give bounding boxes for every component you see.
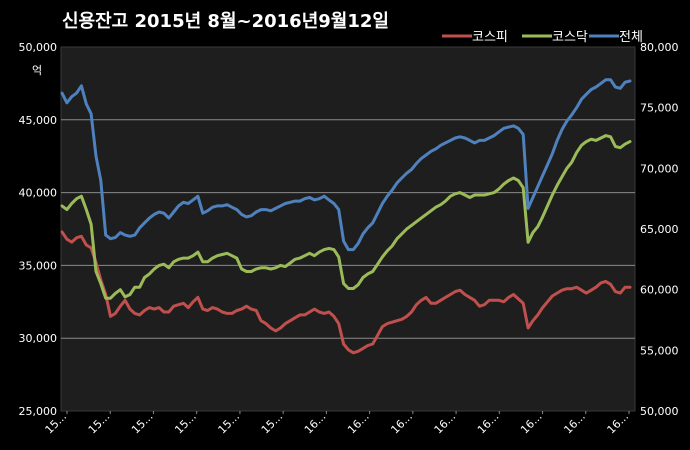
x-tick-label: 16... — [518, 410, 545, 437]
y-left-tick-label: 45,000 — [19, 114, 58, 127]
series-lines — [60, 78, 632, 355]
legend-label: 코스닥 — [552, 30, 588, 45]
x-tick-label: 16... — [561, 410, 588, 437]
plot-area — [60, 46, 636, 412]
y-right-tick-label: 55,000 — [640, 344, 679, 357]
series-line-전체 — [60, 78, 632, 252]
series-line-코스피 — [60, 230, 632, 355]
x-tick-label: 16... — [605, 410, 632, 437]
x-tick-label: 16... — [345, 410, 372, 437]
legend-label: 전체 — [619, 30, 643, 45]
y-right-tick-label: 60,000 — [640, 284, 679, 297]
y-left-tick-label: 35,000 — [19, 259, 58, 272]
x-tick-label: 15... — [86, 410, 113, 437]
x-tick-label: 15... — [129, 410, 156, 437]
y-right-tick-label: 50,000 — [640, 405, 679, 418]
y-right-tick-label: 80,000 — [640, 41, 679, 54]
legend: 코스피 코스닥 전체 — [442, 30, 643, 45]
left-axis-unit: 억 — [32, 64, 42, 77]
y-left-tick-label: 50,000 — [19, 41, 58, 54]
y-right-tick-label: 65,000 — [640, 223, 679, 236]
x-tick-label: 15... — [216, 410, 243, 437]
x-tick-label: 15... — [259, 410, 286, 437]
x-tick-label: 16... — [432, 410, 459, 437]
y-left-tick-label: 40,000 — [19, 187, 58, 200]
x-axis: 15... 15... 15... 15... 15... 15... 16... 16...… — [43, 410, 632, 437]
legend-label: 코스피 — [472, 30, 508, 45]
series-line-코스닥 — [60, 134, 632, 300]
y-left-tick-label: 25,000 — [19, 405, 58, 418]
y-left-tick-label: 30,000 — [19, 332, 58, 345]
chart-title: 신용잔고 2015년 8월~2016년9월12일 — [62, 11, 389, 32]
right-axis: 50,000 55,000 60,000 65,000 70,000 75,000 80,0… — [640, 41, 679, 418]
x-tick-label: 16... — [302, 410, 329, 437]
left-axis: 25,000 30,000 35,000 40,000 45,000 50,000 — [19, 41, 58, 418]
x-tick-label: 16... — [475, 410, 502, 437]
y-right-tick-label: 70,000 — [640, 162, 679, 175]
x-tick-label: 16... — [388, 410, 415, 437]
x-tick-label: 15... — [172, 410, 199, 437]
y-right-tick-label: 75,000 — [640, 102, 679, 115]
